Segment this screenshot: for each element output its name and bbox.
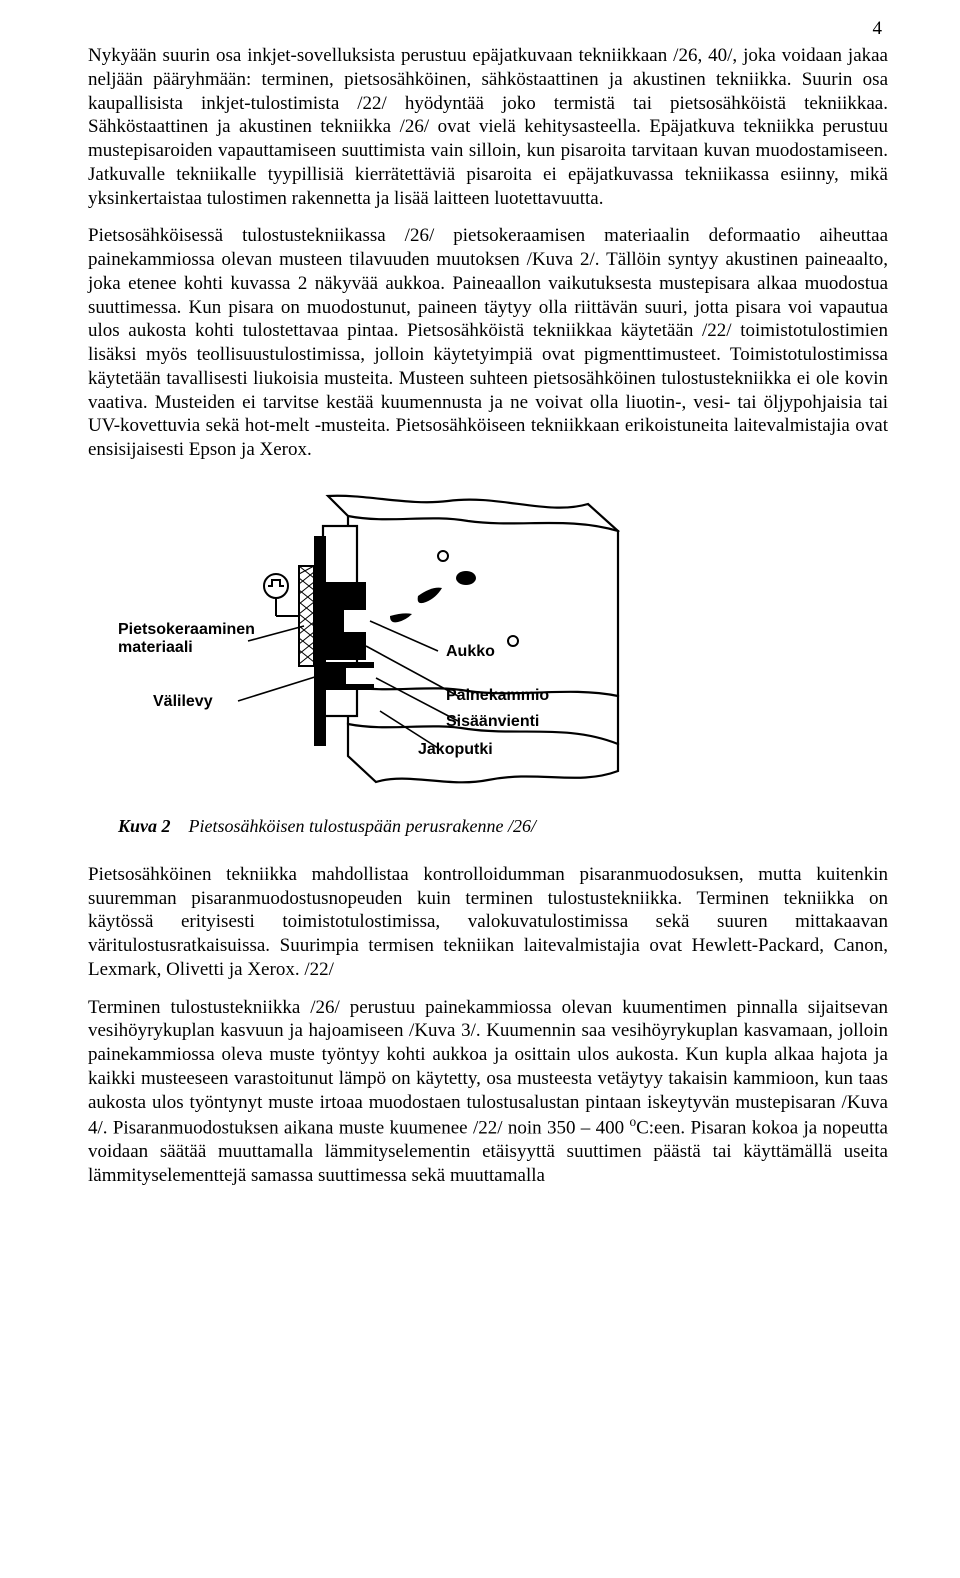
label-sisaanvienti: Sisäänvienti xyxy=(446,713,539,730)
label-aukko: Aukko xyxy=(446,643,495,660)
paragraph-2: Pietsosähköisessä tulostustekniikassa /2… xyxy=(88,224,888,462)
label-materiaali: materiaali xyxy=(118,639,193,656)
signal-source xyxy=(264,574,299,616)
paragraph-1: Nykyään suurin osa inkjet-sovelluksista … xyxy=(88,44,888,210)
caption-label: Kuva 2 xyxy=(118,816,171,836)
figure-2-svg: Pietsokeraaminen materiaali Välilevy Auk… xyxy=(118,486,638,806)
paragraph-3: Pietsosähköinen tekniikka mahdollistaa k… xyxy=(88,863,888,982)
label-pietso: Pietsokeraaminen xyxy=(118,621,255,638)
document-page: 4 Nykyään suurin osa inkjet-sovelluksist… xyxy=(0,0,960,1188)
figure-2-caption: Kuva 2 Pietsosähköisen tulostuspään peru… xyxy=(118,816,888,837)
figure-2: Pietsokeraaminen materiaali Välilevy Auk… xyxy=(88,486,888,837)
caption-text: Pietsosähköisen tulostuspään perusrakenn… xyxy=(189,816,536,836)
paragraph-4: Terminen tulostustekniikka /26/ perustuu… xyxy=(88,996,888,1188)
label-valilevy: Välilevy xyxy=(153,693,213,710)
wavy-layers xyxy=(328,496,618,783)
label-jakoputki: Jakoputki xyxy=(418,741,493,758)
label-painekammio: Painekammio xyxy=(446,687,549,704)
page-number: 4 xyxy=(873,18,883,40)
